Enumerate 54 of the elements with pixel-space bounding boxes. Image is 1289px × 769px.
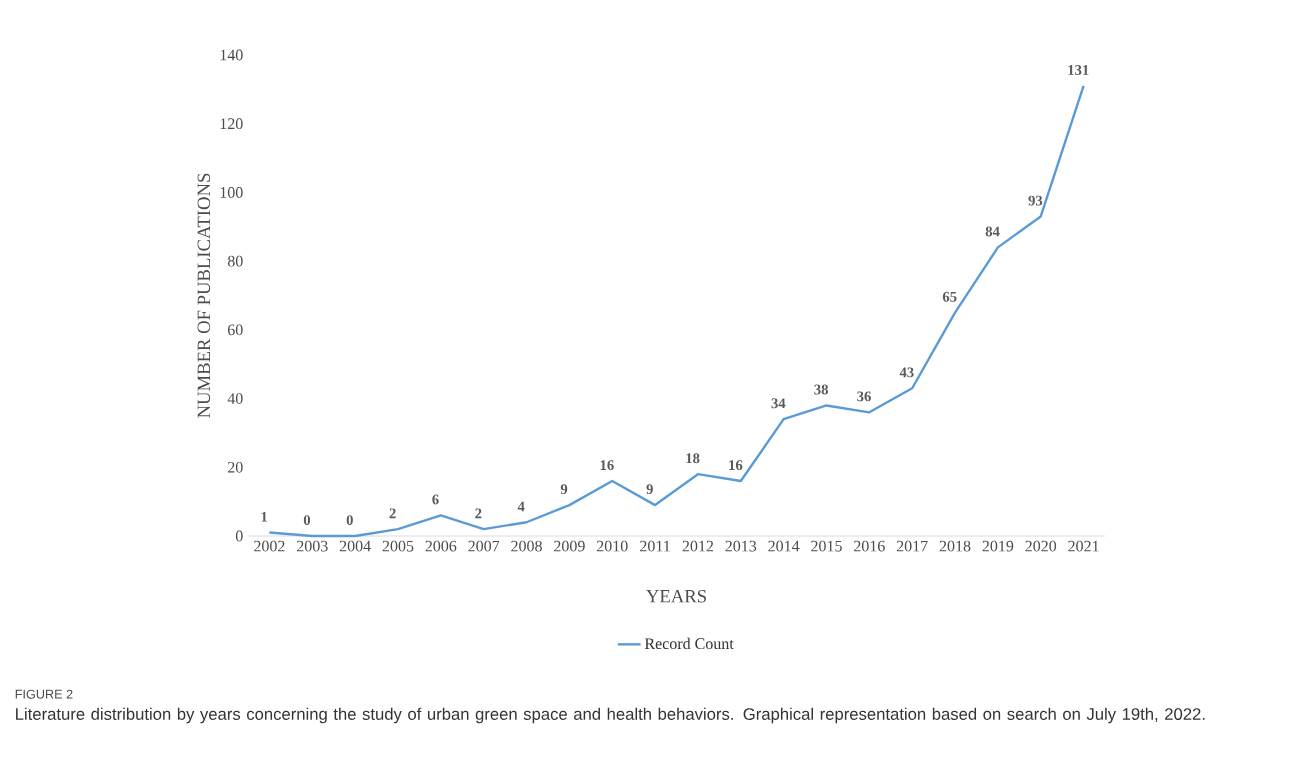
data-label: 36 bbox=[857, 391, 871, 402]
y-tick-label: 40 bbox=[227, 393, 243, 404]
caption: FIGURE 2 bbox=[15, 689, 73, 699]
x-tick-label: 2002 bbox=[254, 540, 285, 552]
data-label: 0 bbox=[346, 515, 353, 526]
x-tick-label: 2015 bbox=[811, 540, 842, 552]
data-label: 38 bbox=[814, 384, 828, 395]
data-label: 0 bbox=[303, 515, 311, 526]
x-tick-label: 2008 bbox=[511, 540, 542, 552]
y-tick-label: 140 bbox=[220, 49, 243, 61]
data-label: 9 bbox=[560, 484, 568, 495]
x-tick-label: 2016 bbox=[854, 540, 885, 552]
data-label: 9 bbox=[646, 484, 653, 495]
y-tick-label: 0 bbox=[235, 530, 243, 542]
data-label: 34 bbox=[771, 398, 786, 409]
x-tick-label: 2006 bbox=[425, 540, 457, 552]
y-tick-label: 60 bbox=[227, 324, 243, 336]
y-tick-label: 20 bbox=[228, 461, 243, 473]
data-label: 93 bbox=[1028, 195, 1043, 206]
data-label: 2 bbox=[475, 508, 482, 519]
x-tick-label: 2012 bbox=[682, 540, 714, 552]
x-tick-label: 2010 bbox=[596, 540, 628, 552]
data-label: 6 bbox=[432, 494, 439, 505]
y-tick-label: 100 bbox=[220, 187, 243, 198]
x-tick-label: 2017 bbox=[896, 540, 928, 552]
data-label: 16 bbox=[729, 460, 743, 471]
line-series bbox=[268, 84, 1085, 538]
x-tick-label: 2004 bbox=[339, 540, 371, 552]
y-tick-label: 80 bbox=[227, 255, 243, 267]
data-label: 2 bbox=[389, 508, 396, 519]
x-tick-label: 2003 bbox=[296, 540, 328, 552]
data-label: 131 bbox=[1068, 65, 1089, 75]
data-label: 18 bbox=[686, 453, 700, 464]
x-tick-label: 2007 bbox=[468, 540, 500, 552]
x-tick-label: 2021 bbox=[1068, 540, 1099, 552]
data-label: 43 bbox=[899, 367, 914, 378]
x-tick-label: 2020 bbox=[1025, 540, 1057, 552]
data-label: 84 bbox=[985, 226, 1000, 237]
y-axis-title: NUMBER OF PUBLICATIONS bbox=[197, 173, 211, 418]
data-label: 65 bbox=[942, 291, 957, 302]
legend-label: Record Count bbox=[644, 637, 734, 650]
text: Literature distribution by years concerning the study of urban green space and health behaviors. Graphical representation based on search on July 19th, 2022. bbox=[16, 707, 1205, 724]
x-tick-label: 2013 bbox=[725, 540, 757, 552]
x-tick-label: 2014 bbox=[768, 540, 800, 552]
x-axis-title: YEARS bbox=[646, 590, 706, 603]
x-tick-label: 2011 bbox=[640, 540, 670, 552]
x-tick-label: 2019 bbox=[982, 540, 1014, 552]
data-label: 1 bbox=[261, 511, 267, 522]
data-label: 4 bbox=[517, 501, 525, 512]
x-tick-label: 2018 bbox=[939, 540, 971, 552]
x-tick-label: 2005 bbox=[382, 540, 414, 552]
data-label: 16 bbox=[600, 460, 614, 471]
x-tick-label: 2009 bbox=[554, 540, 585, 552]
y-tick-label: 120 bbox=[220, 118, 243, 130]
